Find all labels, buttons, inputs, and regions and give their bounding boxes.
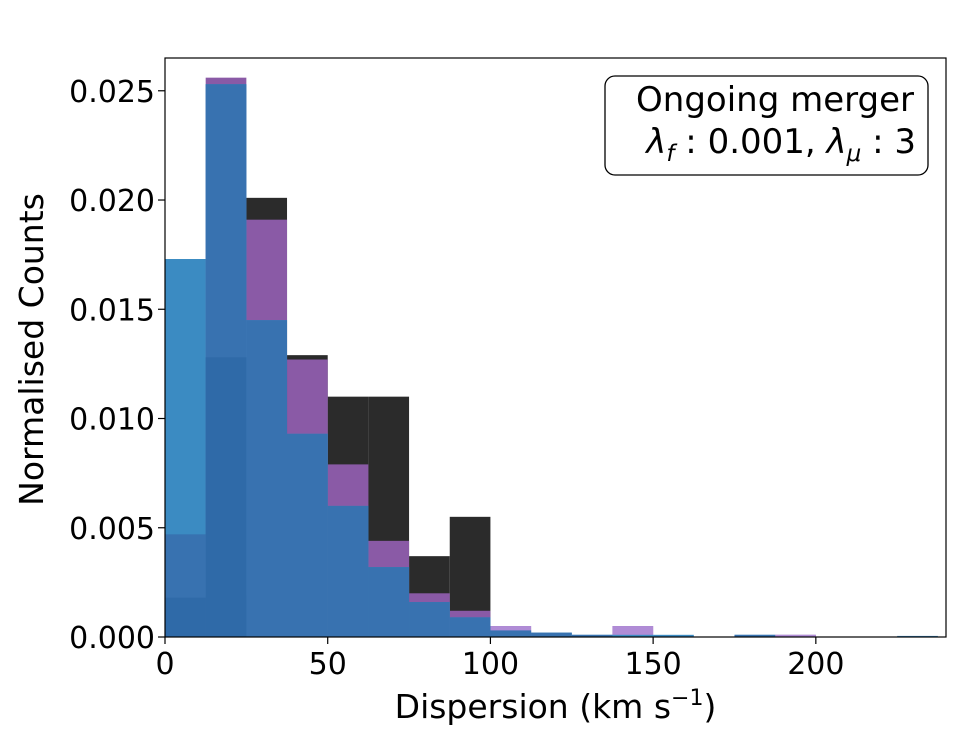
y-tick-label: 0.015 xyxy=(69,293,155,328)
x-axis-label-superscript: −1 xyxy=(671,686,703,711)
histogram-bar xyxy=(327,505,369,637)
histogram-bar xyxy=(165,597,206,637)
x-axis-label-text: Dispersion (km s xyxy=(395,687,671,726)
histogram-bar xyxy=(287,433,328,637)
y-tick-label: 0.020 xyxy=(69,184,155,219)
histogram-bar xyxy=(205,357,247,637)
histogram-bar xyxy=(653,634,694,637)
ticks-layer: 0 50 100 150 200 0.000 0.005 0.010 0.015 0.020 0.0… xyxy=(69,75,844,682)
y-tick-label: 0.005 xyxy=(69,512,155,547)
histogram-bar xyxy=(734,634,776,637)
histogram-bar xyxy=(612,626,654,637)
histogram-bar xyxy=(246,320,288,637)
histogram-bar xyxy=(612,634,654,637)
y-tick-label: 0.000 xyxy=(69,621,155,656)
x-tick-label: 100 xyxy=(462,647,519,682)
lambda-mu-value: : 3 xyxy=(861,122,916,162)
x-axis-label-close: ) xyxy=(703,687,716,726)
histogram-bar xyxy=(490,630,532,637)
histogram-bar xyxy=(531,632,572,637)
lambda-mu-subscript: μ xyxy=(846,141,862,167)
x-axis-label: Dispersion (km s−1) xyxy=(395,686,717,726)
histogram-bar xyxy=(409,602,450,637)
legend-line-2: λf : 0.001, λμ : 3 xyxy=(644,122,916,167)
histogram-bar xyxy=(571,634,613,637)
lambda-f-subscript: f xyxy=(666,141,677,167)
x-tick-label: 150 xyxy=(624,647,681,682)
histogram-bar xyxy=(775,634,816,637)
lambda-mu-symbol: λ xyxy=(825,122,847,162)
legend-line-1: Ongoing merger xyxy=(636,80,914,120)
bars-layer xyxy=(165,77,938,637)
y-tick-label: 0.010 xyxy=(69,403,155,438)
x-tick-label: 50 xyxy=(309,647,347,682)
lambda-f-value: : 0.001, xyxy=(675,122,827,162)
histogram-bar xyxy=(449,617,491,637)
plot-frame xyxy=(164,57,947,638)
y-tick-label: 0.025 xyxy=(69,75,155,110)
x-tick-label: 200 xyxy=(787,647,844,682)
histogram-bar xyxy=(368,567,410,637)
legend-box: Ongoing merger λf : 0.001, λμ : 3 xyxy=(604,75,929,176)
y-axis-label: Normalised Counts xyxy=(12,193,51,506)
x-tick-label: 0 xyxy=(155,647,174,682)
legend-frame xyxy=(604,75,929,176)
lambda-f-symbol: λ xyxy=(644,122,666,162)
